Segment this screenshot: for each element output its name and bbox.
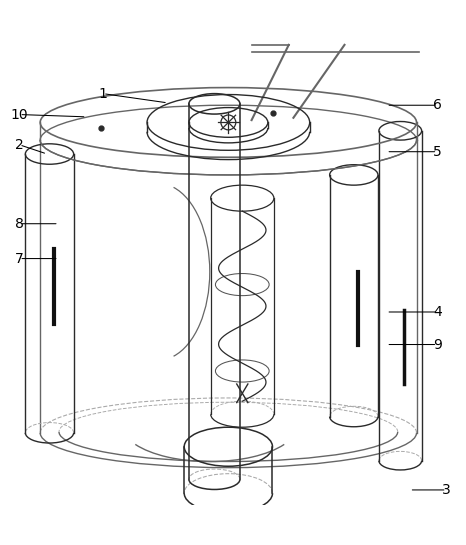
Text: 10: 10 [10, 107, 28, 122]
Text: 8: 8 [15, 217, 24, 231]
Text: 7: 7 [15, 252, 24, 265]
Text: 4: 4 [433, 305, 442, 319]
Text: 6: 6 [433, 98, 442, 112]
Text: 1: 1 [98, 87, 107, 101]
Text: 5: 5 [433, 145, 442, 159]
Text: 3: 3 [442, 483, 451, 497]
Text: 2: 2 [15, 138, 24, 152]
Text: 9: 9 [433, 337, 442, 352]
